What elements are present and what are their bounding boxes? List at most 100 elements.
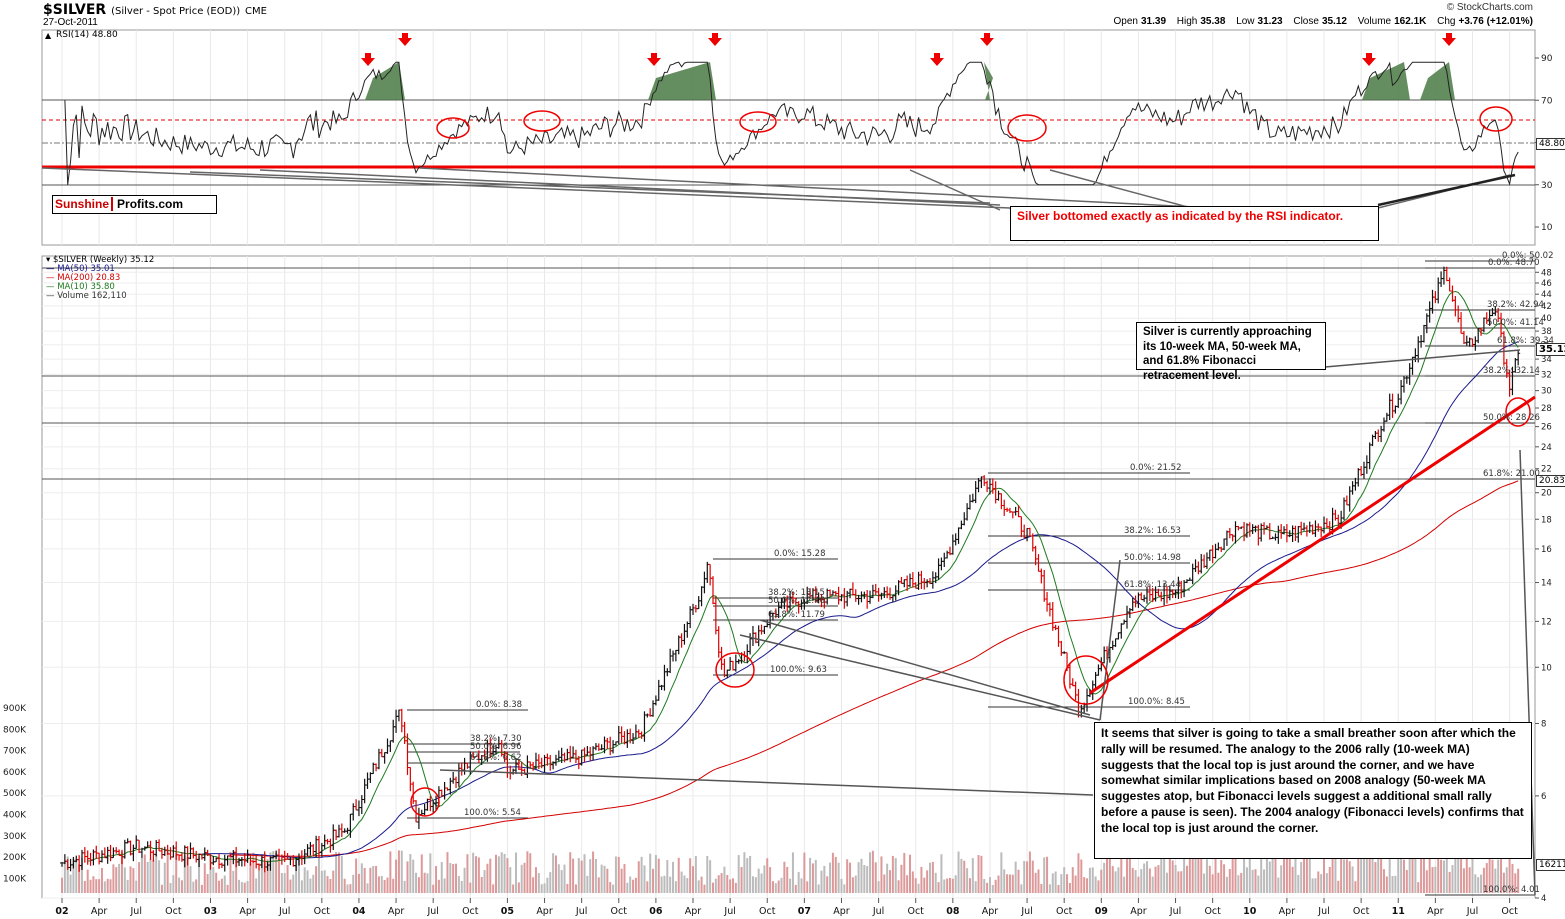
fib-label: 61.8%: 21.00 [1483,469,1540,479]
volume-bar [623,864,626,893]
price-tick-label: 18 [1541,515,1552,525]
rsi-peak-arrow [647,53,661,66]
volume-bar [1265,844,1268,893]
volume-bar [306,870,309,893]
volume-bar [951,878,954,893]
volume-bar [1171,860,1174,893]
price-legend: ▾ $SILVER (Weekly) 35.12— MA(50) 35.01— … [46,256,154,301]
high-label: High [1176,16,1198,27]
volume-bar [1260,855,1263,893]
price-tick-label: 14 [1541,579,1552,589]
fib-label: 38.2%: 16.53 [1124,526,1181,536]
volume-bar [674,881,677,893]
volume-bar [854,875,857,893]
volume-bar [874,862,877,893]
volume-bar [557,864,560,893]
volume-bar [309,878,312,893]
volume-tick-label: 800K [3,725,27,735]
volume-bar [1225,876,1228,893]
volume-bar [503,853,506,893]
rsi-overbought-fill [1362,62,1410,100]
volume-bar [417,877,420,893]
rsi-overbought-fill [648,62,716,100]
volume-bar [900,864,903,893]
volume-bar [934,872,937,893]
ohlc-stats: Open 31.39 High 35.38 Low 31.23 Close 35.12 … [1106,16,1533,27]
volume-bar [1194,858,1197,893]
volume-bar [786,866,789,893]
volume-bar [109,879,112,893]
volume-bar [1208,865,1211,893]
volume-bar [820,870,823,893]
volume-bar [643,865,646,893]
volume-bar [286,865,289,893]
volume-bar [255,878,258,893]
volume-bar [1014,861,1017,893]
volume-bar [869,852,872,893]
volume-bar [1331,850,1334,893]
volume-bar [1103,862,1106,893]
volume-bar [100,867,103,893]
volume-bar [743,852,746,893]
volume-bar [92,876,95,893]
volume-bar [669,876,672,893]
price-tick-label: 6 [1541,792,1546,802]
volume-bar [1445,855,1448,893]
volume-bar [714,878,717,893]
volume-bar [469,882,472,893]
volume-bar [1077,853,1080,893]
volume-bar [429,853,432,893]
open-value: 31.39 [1140,16,1167,27]
volume-bar [323,870,326,893]
x-tick-label: Jul [130,906,142,917]
rsi-highlight-circle [1007,114,1047,142]
x-tick-label: Jul [1317,906,1329,917]
volume-bar [629,876,632,893]
volume-bar [906,875,909,893]
rsi-peak-arrow [1362,53,1376,66]
rsi-line [64,61,1519,186]
x-tick-label: Oct [1353,906,1370,917]
volume-bar [220,878,223,893]
legend-entry: — MA(200) 20.83 [46,273,121,283]
volume-bar [871,850,874,893]
volume-bar [751,876,754,893]
volume-bar [1454,851,1457,893]
volume-bar [1071,867,1074,893]
volume-bar [640,856,643,893]
symbol-description: (Silver - Spot Price (EOD)) [111,6,241,17]
volume-bar [534,867,537,893]
volume-bar [1220,859,1223,893]
volume-bar [977,855,980,893]
volume-bar [817,884,820,893]
price-tick-label: 26 [1541,423,1552,433]
volume-bar [1148,868,1151,893]
volume-bar [620,868,623,893]
breather-callout: It seems that silver is going to take a … [1094,722,1532,859]
volume-bar [269,852,272,893]
volume-bar [720,873,723,893]
volume-bar [886,863,889,893]
volume-bar [1465,855,1468,893]
volume-bar [1154,866,1157,893]
volume-bar [963,860,966,893]
volume-bar [1126,852,1129,893]
fib-label: 50.0%: 41.14 [1487,318,1544,328]
fib-label: 61.8%: 13.44 [1124,580,1181,590]
price-tick-label: 30 [1541,387,1552,397]
volume-bar [1291,866,1294,893]
ma-callout: Silver is currently approaching its 10-w… [1136,322,1326,382]
volume-bar [592,851,595,893]
volume-bar [155,854,158,893]
volume-bar [163,862,166,893]
x-tick-label: Oct [314,906,331,917]
volume-bar [649,853,652,893]
volume-bar [789,878,792,893]
volume-bar [954,875,957,893]
volume-bar [1168,851,1171,893]
fib-label: 100.0%: 9.63 [770,665,827,675]
price-tick-label: 12 [1541,617,1552,627]
rsi-peak-arrow [980,33,994,46]
volume-bar [606,868,609,893]
volume-bar [780,877,783,893]
